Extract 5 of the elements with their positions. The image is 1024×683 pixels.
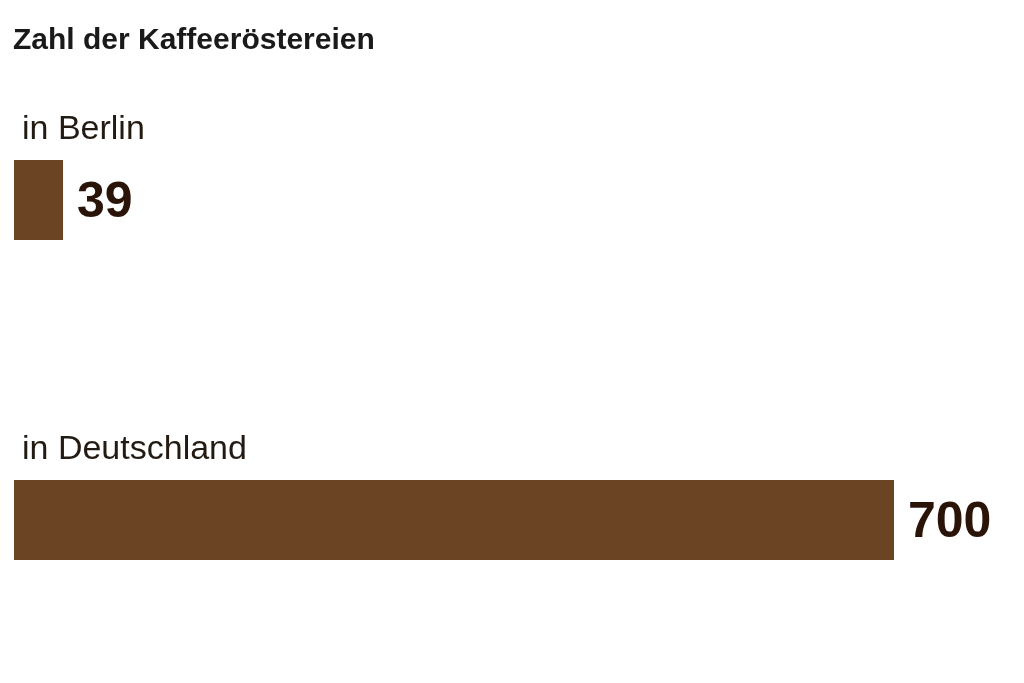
data-label: 700	[908, 492, 992, 548]
text: Zahl der Kaffeeröstereien	[13, 21, 375, 55]
data-label: 39	[77, 172, 133, 228]
y-tick-label: in Berlin	[22, 108, 145, 146]
y-tick-label: in Deutschland	[22, 428, 247, 466]
